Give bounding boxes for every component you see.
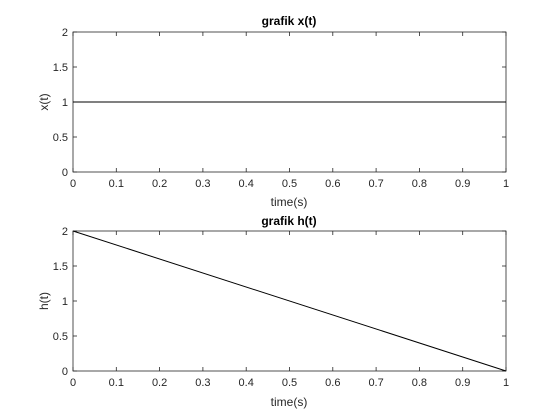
y-tick-label: 1 bbox=[62, 296, 68, 308]
x-tick-label: 1 bbox=[503, 377, 509, 389]
x-tick-label: 0.7 bbox=[368, 377, 383, 389]
x-tick-label: 0 bbox=[70, 377, 76, 389]
y-tick-label: 0.5 bbox=[53, 132, 68, 144]
x-tick-label: 0.9 bbox=[455, 178, 470, 190]
x-tick-label: 0.1 bbox=[109, 377, 124, 389]
y-tick-label: 0.5 bbox=[53, 331, 68, 343]
x-axis-label: time(s) bbox=[271, 395, 308, 409]
y-tick-label: 1.5 bbox=[53, 62, 68, 74]
x-tick-label: 0.7 bbox=[368, 178, 383, 190]
x-tick-label: 0.8 bbox=[412, 178, 427, 190]
x-tick-label: 0.4 bbox=[239, 377, 254, 389]
x-tick-label: 1 bbox=[503, 178, 509, 190]
x-tick-label: 0.6 bbox=[325, 178, 340, 190]
y-tick-label: 1 bbox=[62, 97, 68, 109]
x-tick-label: 0.2 bbox=[152, 178, 167, 190]
x-tick-label: 0.5 bbox=[282, 377, 297, 389]
y-axis-label: h(t) bbox=[37, 292, 51, 310]
x-tick-label: 0 bbox=[70, 178, 76, 190]
chart-title: grafik x(t) bbox=[262, 14, 317, 28]
x-tick-label: 0.2 bbox=[152, 377, 167, 389]
x-axis-label: time(s) bbox=[271, 195, 308, 209]
x-tick-label: 0.3 bbox=[195, 178, 210, 190]
y-tick-label: 0 bbox=[62, 366, 68, 378]
x-tick-label: 0.3 bbox=[195, 377, 210, 389]
x-tick-label: 0.5 bbox=[282, 178, 297, 190]
y-tick-label: 0 bbox=[62, 167, 68, 179]
x-tick-label: 0.9 bbox=[455, 377, 470, 389]
x-tick-label: 0.1 bbox=[109, 178, 124, 190]
y-tick-label: 2 bbox=[62, 27, 68, 39]
y-axis-label: x(t) bbox=[37, 93, 51, 110]
x-tick-label: 0.8 bbox=[412, 377, 427, 389]
x-tick-label: 0.6 bbox=[325, 377, 340, 389]
y-tick-label: 2 bbox=[62, 226, 68, 238]
x-tick-label: 0.4 bbox=[239, 178, 254, 190]
chart-title: grafik h(t) bbox=[261, 214, 316, 228]
y-tick-label: 1.5 bbox=[53, 261, 68, 273]
